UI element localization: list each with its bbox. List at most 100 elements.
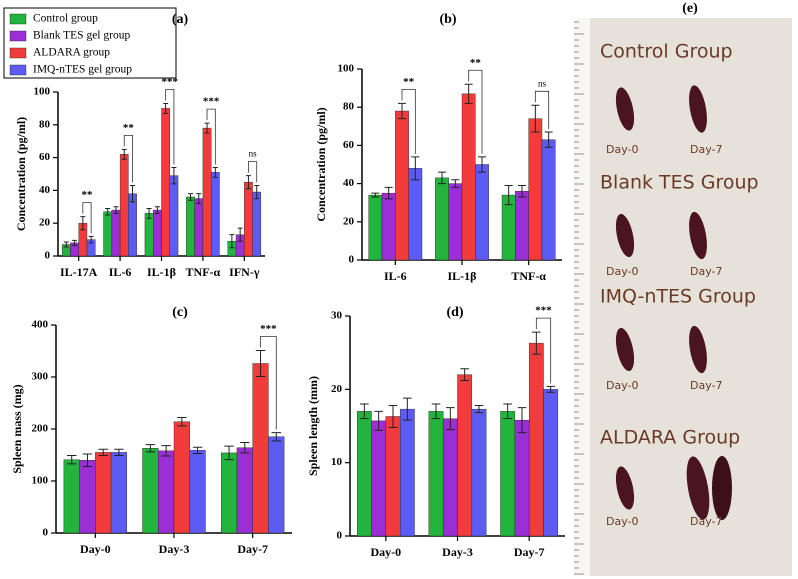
significance-label: ** [123,122,135,134]
ruler [574,18,590,576]
bar [515,191,529,261]
error-bar [460,368,469,382]
bar [95,452,112,534]
significance-label: *** [203,96,220,108]
legend-swatch [9,13,27,25]
bar [381,192,396,261]
error-bar [163,102,169,114]
bar [514,419,530,537]
bar [189,450,206,534]
error-bar [192,446,203,454]
x-tick-label: IL-1β [448,269,477,283]
error-bar [478,156,486,173]
y-tick-label: 10 [331,456,343,468]
significance-label: *** [260,323,277,335]
error-bar [254,184,260,200]
bar [528,118,543,261]
bar [471,408,487,537]
y-axis-label: Concentration (pg/ml) [314,107,328,221]
x-tick-label: Day-3 [442,545,473,559]
y-tick-label: 30 [331,310,343,322]
error-bar [517,407,527,434]
spleen [689,211,707,260]
y-tick-label: 60 [343,139,355,151]
bar [186,196,195,257]
error-bar [171,166,177,185]
bar [119,154,129,257]
legend-label: ALDARA group [33,47,110,59]
y-tick-label: 300 [32,371,49,383]
y-tick-label: 0 [45,250,51,262]
y-tick-label: 80 [39,118,51,130]
error-bar [67,455,77,465]
spleen [615,466,635,510]
error-bar [446,407,455,431]
y-tick-label: 20 [343,215,355,227]
spleen [615,213,635,258]
y-tick-label: 0 [349,254,355,266]
error-bar [398,102,406,120]
y-tick-label: 100 [338,63,355,75]
group-label: Blank TES Group [600,172,759,194]
bar [541,139,556,261]
error-bar [130,184,136,203]
spleen [615,87,635,131]
bar [161,108,170,257]
error-bar [451,179,460,188]
x-tick-label: Day-3 [159,542,190,556]
bar [153,209,162,257]
bar [457,374,473,537]
significance-label: ** [470,57,482,69]
bar [173,421,190,534]
error-bar [271,432,281,442]
error-bar [255,349,266,377]
photo-background [574,18,792,576]
error-bar [224,445,234,461]
error-bar [145,444,156,453]
x-tick-label: Day-7 [514,545,545,559]
error-bar [177,417,187,427]
bar [111,209,121,257]
error-bar [388,404,398,428]
y-tick-label: 60 [39,151,51,163]
error-bar [154,206,160,214]
y-tick-label: 20 [39,217,51,229]
significance-bracket [468,69,483,154]
bar [158,450,175,534]
y-tick-label: 0 [43,527,49,539]
significance-label: *** [162,76,179,88]
day-label: Day-0 [606,379,639,392]
day-label: Day-7 [690,143,723,156]
bar [169,175,179,257]
error-bar [531,104,540,133]
bar [408,168,423,261]
significance-label: ns [538,78,547,88]
error-bar [113,206,119,214]
error-bar [360,403,369,420]
bar [528,342,544,537]
significance-bracket [534,90,550,130]
error-bar [187,193,193,201]
bar [371,420,387,537]
bar [252,191,262,257]
significance-bracket [82,202,92,234]
error-bar [518,185,526,198]
significance-bracket [260,336,277,430]
x-tick-label: Day-7 [237,542,268,556]
error-bar [544,131,553,148]
legend-swatch [9,64,27,76]
error-bar [105,207,111,216]
error-bar [121,148,127,160]
spleen [689,325,707,374]
error-bar [503,403,512,420]
bar [435,177,449,261]
bar [448,183,463,261]
spleen [615,327,635,372]
chart-title: (c) [172,305,188,320]
error-bar [438,171,446,185]
day-label: Day-0 [606,515,639,528]
bar [543,389,559,537]
error-bar [237,227,243,242]
x-tick-label: TNF-α [511,269,546,283]
day-label: Day-0 [606,265,639,278]
